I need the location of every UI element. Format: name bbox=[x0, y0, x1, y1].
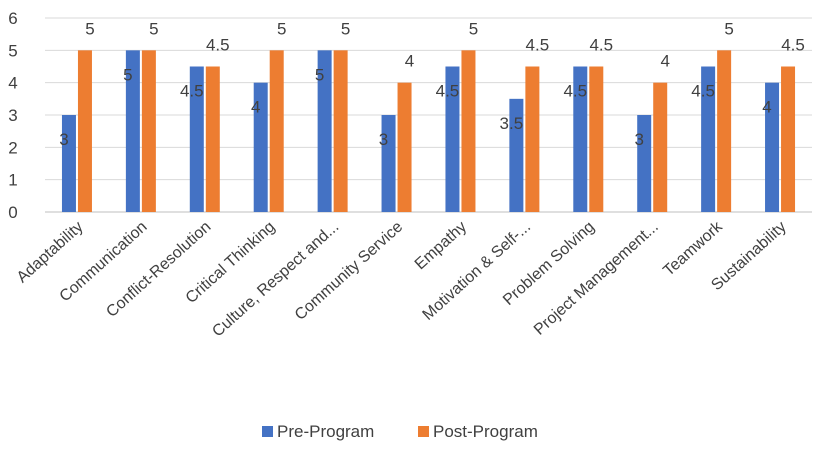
bar-pre-program bbox=[125, 50, 140, 213]
y-tick-label: 3 bbox=[8, 106, 17, 125]
bar-post-program bbox=[141, 50, 156, 213]
bar-post-program bbox=[205, 66, 220, 212]
data-label: 3 bbox=[59, 130, 68, 149]
bar-pre-program bbox=[445, 66, 460, 212]
x-tick-label: Empathy bbox=[412, 218, 470, 273]
x-tick-label: Teamwork bbox=[660, 218, 726, 280]
data-label: 3 bbox=[634, 130, 643, 149]
legend-swatch bbox=[262, 426, 273, 437]
data-label: 4.5 bbox=[526, 36, 550, 55]
data-label: 3.5 bbox=[500, 114, 524, 133]
data-label: 5 bbox=[277, 19, 286, 38]
bar-pre-program bbox=[317, 50, 332, 213]
bar-pre-program bbox=[61, 115, 76, 212]
data-label: 5 bbox=[85, 19, 94, 38]
bar-post-program bbox=[653, 82, 668, 213]
data-label: 4.5 bbox=[589, 36, 613, 55]
x-axis-ticks: AdaptabilityCommunicationConflict-Resolu… bbox=[14, 218, 790, 341]
bar-pre-program bbox=[637, 115, 652, 212]
legend-label: Post-Program bbox=[433, 422, 538, 441]
bar-post-program bbox=[461, 50, 476, 213]
gridlines bbox=[45, 17, 812, 213]
bars bbox=[61, 50, 796, 213]
data-label: 5 bbox=[149, 19, 158, 38]
data-label: 4.5 bbox=[436, 82, 460, 101]
data-labels: 3 5 4.5 4 5 3 4.5 3.5 4.5 3 4.5 4 5 5 4.5 5 5 4 5 4.5 4.5 4 5 4… bbox=[59, 19, 805, 149]
bar-post-program bbox=[397, 82, 412, 213]
y-tick-label: 5 bbox=[8, 41, 17, 60]
bar-pre-program bbox=[701, 66, 716, 212]
y-axis-ticks: 0 1 2 3 4 5 6 bbox=[8, 9, 17, 222]
data-label: 3 bbox=[379, 130, 388, 149]
data-label: 5 bbox=[341, 19, 350, 38]
bar-post-program bbox=[77, 50, 92, 213]
x-tick-label: Motivation & Self-... bbox=[420, 218, 534, 323]
bar-post-program bbox=[333, 50, 348, 213]
legend-label: Pre-Program bbox=[277, 422, 374, 441]
y-tick-label: 4 bbox=[8, 74, 17, 93]
y-tick-label: 2 bbox=[8, 138, 17, 157]
y-tick-label: 1 bbox=[8, 171, 17, 190]
legend: Pre-Program Post-Program bbox=[262, 422, 538, 441]
data-label: 4.5 bbox=[180, 82, 204, 101]
x-tick-label: Culture, Respect and... bbox=[209, 218, 342, 340]
bar-pre-program bbox=[253, 82, 268, 213]
data-label: 4.5 bbox=[563, 82, 587, 101]
data-label: 4.5 bbox=[206, 36, 230, 55]
data-label: 5 bbox=[123, 65, 132, 84]
bar-pre-program bbox=[765, 82, 780, 213]
data-label: 5 bbox=[724, 19, 733, 38]
bar-post-program bbox=[717, 50, 732, 213]
bar-pre-program bbox=[189, 66, 204, 212]
bar-post-program bbox=[269, 50, 284, 213]
x-tick-label: Community Service bbox=[292, 218, 407, 324]
data-label: 5 bbox=[469, 19, 478, 38]
data-label: 4.5 bbox=[691, 82, 715, 101]
y-tick-label: 0 bbox=[8, 203, 17, 222]
legend-swatch bbox=[418, 426, 429, 437]
bar-pre-program bbox=[381, 115, 396, 212]
bar-post-program bbox=[589, 66, 604, 212]
bar-pre-program bbox=[509, 98, 524, 212]
data-label: 4 bbox=[762, 98, 771, 117]
data-label: 5 bbox=[315, 65, 324, 84]
data-label: 4 bbox=[251, 98, 260, 117]
data-label: 4 bbox=[405, 52, 414, 71]
x-tick-label: Conflict-Resolution bbox=[103, 218, 214, 320]
y-tick-label: 6 bbox=[8, 9, 17, 28]
x-tick-label: Project Management... bbox=[531, 218, 662, 338]
bar-post-program bbox=[781, 66, 796, 212]
data-label: 4 bbox=[660, 52, 669, 71]
bar-pre-program bbox=[573, 66, 588, 212]
bar-post-program bbox=[525, 66, 540, 212]
data-label: 4.5 bbox=[781, 36, 805, 55]
